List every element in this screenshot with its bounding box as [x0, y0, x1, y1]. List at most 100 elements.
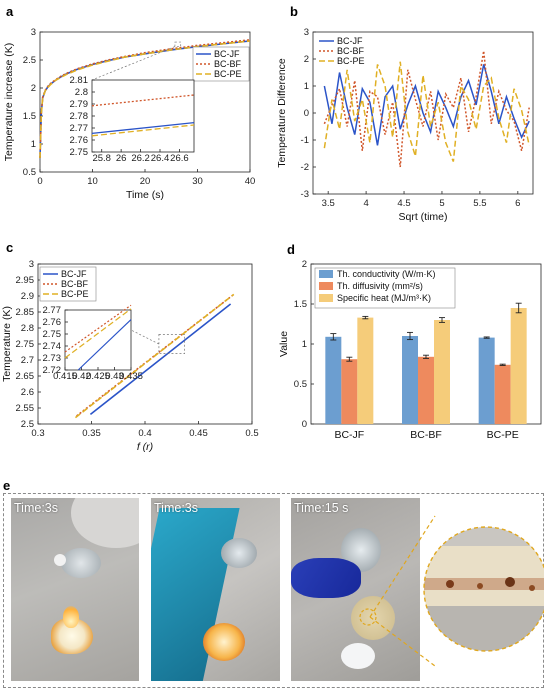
- y-tick-label: 2.5: [23, 55, 36, 66]
- x-tick-label: 5.5: [473, 198, 486, 209]
- y-tick-label: 2.75: [43, 329, 62, 340]
- x-tick-label: 0.3: [31, 428, 44, 439]
- chart-c: c0.3 0.35 0.4 0.45 0.52.52.552.62.652.72.752…: [1, 240, 259, 453]
- series-line: [74, 293, 235, 419]
- y-tick-label: 2.75: [16, 339, 35, 350]
- y-tick-label: 1: [304, 81, 309, 92]
- y-tick-label: 2: [302, 259, 307, 270]
- y-tick-label: 2.85: [16, 307, 35, 318]
- panel-letter: a: [6, 4, 14, 19]
- x-tick-label: 0.4: [138, 428, 151, 439]
- lamp-wick: [54, 554, 66, 566]
- y-tick-label: 2.95: [16, 275, 35, 286]
- panel-e: e Time:3s Time:3s Time:15 s: [0, 476, 550, 692]
- flame: [63, 606, 79, 628]
- x-tick-label: 0.45: [189, 428, 208, 439]
- panel-letter: d: [287, 242, 295, 257]
- y-tick-label: -2: [301, 162, 309, 173]
- y-axis-label: Temperature (K): [1, 306, 13, 382]
- series-line: [39, 40, 251, 159]
- oil-lamp-glass: [61, 548, 101, 578]
- y-tick-label: 2: [31, 83, 36, 94]
- photo-1: Time:3s: [11, 498, 139, 681]
- x-tick-label: 26: [116, 153, 127, 164]
- series-line: [39, 39, 251, 159]
- legend-box: [39, 266, 97, 302]
- legend-label: Th. conductivity (W/m·K): [337, 269, 436, 279]
- bar: [341, 359, 358, 424]
- x-tick-label: 26.2: [131, 153, 150, 164]
- series-line: [323, 61, 530, 162]
- crucible-shape: [71, 498, 139, 548]
- series-line: [89, 303, 232, 416]
- y-tick-label: 2.79: [70, 99, 89, 110]
- legend-label: BC-JF: [61, 269, 87, 279]
- photo-2-label: Time:3s: [154, 501, 198, 515]
- y-tick-label: 2.9: [21, 291, 34, 302]
- y-tick-label: 2.5: [21, 419, 34, 430]
- y-tick-label: 1: [31, 139, 36, 150]
- y-tick-label: 0.5: [294, 379, 307, 390]
- zoom-box: [174, 41, 182, 47]
- y-tick-label: 3: [304, 27, 309, 38]
- x-tick-label: 30: [192, 176, 203, 187]
- y-tick-label: 0.5: [23, 167, 36, 178]
- y-tick-label: 2: [304, 54, 309, 65]
- y-tick-label: 2.8: [75, 87, 88, 98]
- x-tick-label: 10: [87, 176, 98, 187]
- inset-series-line: [77, 319, 132, 371]
- x-tick-label: 3.5: [322, 198, 335, 209]
- plot-area: [91, 79, 195, 153]
- legend-swatch: [319, 282, 333, 290]
- x-tick-label: 0.435: [119, 371, 143, 382]
- y-tick-label: 0: [304, 108, 309, 119]
- y-tick-label: 2.77: [43, 305, 62, 316]
- y-tick-label: 1.5: [294, 299, 307, 310]
- legend-swatch: [319, 294, 333, 302]
- x-tick-label: 4: [363, 198, 368, 209]
- photo-3-label: Time:15 s: [294, 501, 349, 515]
- y-tick-label: 2.76: [43, 317, 62, 328]
- photo-3: Time:15 s: [291, 498, 420, 681]
- legend-swatch: [319, 270, 333, 278]
- x-tick-label: 20: [140, 176, 151, 187]
- legend-label: Th. diffusivity (mm²/s): [337, 281, 423, 291]
- legend-label: BC-PE: [337, 56, 365, 66]
- x-tick-label: 26.4: [151, 153, 170, 164]
- legend-box: [314, 267, 456, 309]
- legend-label: BC-BF: [337, 46, 365, 56]
- x-tick-label: BC-BF: [410, 429, 442, 441]
- legend-label: BC-BF: [61, 279, 89, 289]
- y-tick-label: 2.75: [70, 147, 89, 158]
- bar: [510, 308, 527, 424]
- x-axis-label: Time (s): [126, 189, 164, 201]
- y-tick-label: 2.72: [43, 365, 62, 376]
- burning-sample: [203, 623, 245, 661]
- y-tick-label: 2.78: [70, 111, 89, 122]
- x-tick-label: 0.425: [86, 371, 110, 382]
- legend-label: BC-PE: [214, 69, 242, 79]
- y-tick-label: 2.74: [43, 341, 62, 352]
- y-axis-label: Value: [278, 331, 290, 357]
- plot-area: [64, 309, 132, 371]
- chart-b: b 3.5 4 4.5 5 5.5 6 -3 -2 -1 0 1 2 3 Sqrt (time) Temper…: [276, 4, 534, 223]
- y-tick-label: 1.5: [23, 111, 36, 122]
- x-tick-label: 0: [37, 176, 42, 187]
- y-tick-label: 1: [302, 339, 307, 350]
- inset-series-line: [91, 124, 195, 137]
- chart-d: d 0 0.5 1 1.5 2 Value BC-JF BC-BF BC-PE Th. conduc…: [278, 242, 542, 441]
- y-tick-label: 2.7: [21, 355, 34, 366]
- y-tick-label: -1: [301, 135, 309, 146]
- series-line: [323, 50, 530, 168]
- foam-residue: [341, 643, 375, 669]
- legend-box: [192, 46, 250, 82]
- bar: [494, 364, 511, 424]
- photo-1-label: Time:3s: [14, 501, 58, 515]
- chart-a: a 0 10 20 30 40 0.5 1 1.5 2 2.5 3 Time (s) Temperatur…: [3, 4, 256, 201]
- photo-2: Time:3s: [151, 498, 280, 681]
- sample-disk: [351, 596, 395, 640]
- y-tick-label: 2.65: [16, 371, 35, 382]
- oil-lamp-glass: [221, 538, 257, 568]
- inset-series-line: [64, 308, 132, 359]
- x-tick-label: 40: [245, 176, 256, 187]
